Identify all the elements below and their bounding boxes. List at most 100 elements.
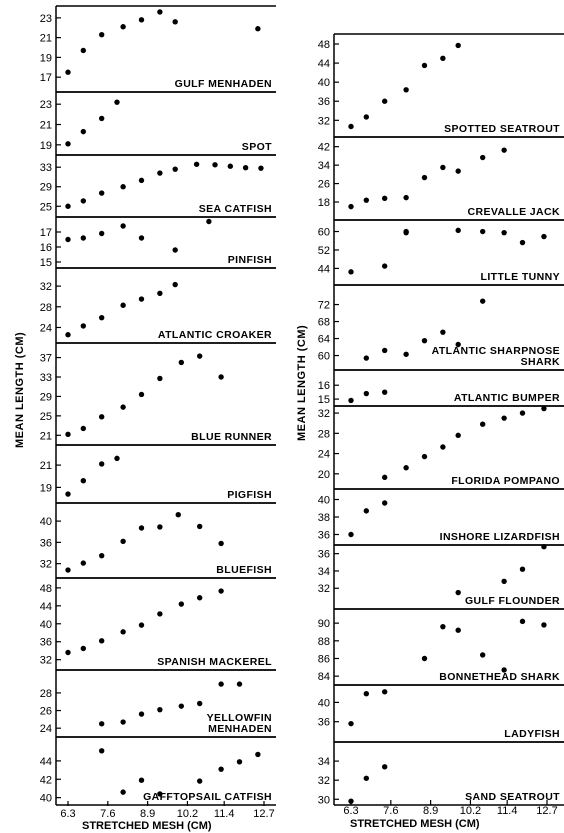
data-point: [348, 397, 354, 404]
data-point: [381, 98, 388, 104]
data-point: [541, 544, 547, 550]
y-tick-label: 16: [318, 380, 330, 392]
data-point: [403, 194, 409, 201]
data-point: [348, 123, 354, 130]
panel-title: SHARK: [521, 356, 560, 368]
y-tick-label: 21: [40, 460, 52, 472]
data-point: [114, 99, 120, 105]
data-point: [227, 163, 234, 169]
x-tick-label: 12.7: [253, 808, 274, 820]
data-point: [196, 353, 203, 359]
panel-gulf-flounder: 32 34 36 GULF FLOUNDER: [318, 544, 564, 610]
data-point: [120, 789, 126, 795]
data-point: [98, 414, 105, 420]
y-tick-label: 24: [40, 723, 52, 735]
y-tick-label: 24: [318, 449, 330, 461]
panel-title: PIGFISH: [227, 489, 272, 501]
panel-title: FLORIDA POMPANO: [451, 475, 560, 487]
y-tick-label: 68: [318, 317, 330, 329]
data-point: [363, 690, 370, 697]
data-point: [363, 114, 370, 120]
data-point: [65, 236, 71, 243]
data-point: [98, 314, 105, 321]
data-point: [519, 566, 526, 572]
panel-title: GULF FLOUNDER: [465, 595, 560, 607]
data-point: [157, 290, 163, 297]
panel-sand-seatrout: 30 32 34 SAND SEATROUT: [318, 741, 564, 806]
data-point: [541, 622, 547, 628]
y-tick-label: 18: [318, 197, 330, 209]
data-point: [157, 524, 163, 530]
y-tick-label: 33: [40, 162, 52, 174]
data-point: [218, 374, 224, 380]
data-point: [138, 525, 145, 531]
data-point: [440, 329, 446, 335]
data-point: [348, 798, 354, 804]
data-point: [212, 162, 218, 168]
y-tick-label: 32: [318, 583, 330, 595]
data-point: [120, 719, 126, 725]
panel-title: BLUE RUNNER: [191, 431, 272, 443]
data-point: [218, 681, 224, 687]
panel-title: BONNETHEAD SHARK: [439, 671, 560, 683]
x-tick-label: 7.6: [383, 805, 398, 817]
y-tick-label: 72: [318, 300, 330, 312]
data-point: [236, 681, 243, 687]
y-tick-label: 44: [40, 756, 52, 768]
data-point: [479, 154, 486, 161]
data-point: [236, 759, 243, 765]
data-point: [455, 42, 461, 49]
data-point: [455, 341, 461, 348]
data-point: [172, 247, 178, 253]
y-tick-label: 19: [40, 140, 52, 152]
y-tick-label: 86: [318, 653, 330, 665]
right-x-axis-label: STRETCHED MESH (CM): [350, 818, 480, 830]
data-point: [80, 47, 87, 54]
data-point: [138, 711, 145, 717]
data-point: [501, 229, 507, 236]
panel-title: GAFFTOPSAIL CATFISH: [143, 791, 272, 803]
data-point: [403, 351, 409, 357]
data-point: [479, 421, 486, 427]
panel-pinfish: 15 16 17 PINFISH: [40, 216, 276, 269]
data-point: [98, 638, 105, 644]
y-tick-label: 32: [40, 559, 52, 571]
y-tick-label: 48: [318, 39, 330, 51]
panel-title: SEA CATFISH: [199, 203, 272, 215]
data-point: [519, 410, 526, 416]
data-point: [348, 720, 354, 727]
data-point: [421, 62, 428, 69]
y-tick-label: 36: [40, 537, 52, 549]
data-point: [138, 177, 145, 184]
data-point: [138, 296, 145, 302]
y-tick-label: 15: [40, 257, 52, 269]
data-point: [65, 491, 71, 497]
y-tick-label: 36: [318, 96, 330, 108]
y-tick-label: 44: [318, 263, 330, 275]
data-point: [541, 405, 547, 412]
y-tick-label: 21: [40, 120, 52, 132]
data-point: [172, 281, 178, 288]
panel-title: SPOTTED SEATROUT: [444, 123, 560, 135]
y-tick-label: 28: [40, 688, 52, 700]
panel-atlantic-croaker: 24 28 32 ATLANTIC CROAKER: [40, 267, 276, 344]
data-point: [348, 531, 354, 538]
data-point: [218, 766, 224, 772]
y-tick-label: 23: [40, 99, 52, 111]
panel-gulf-menhaden: 17 19 21 23 GULF MENHADEN: [40, 5, 276, 93]
panel-title: LITTLE TUNNY: [481, 271, 560, 283]
data-point: [98, 461, 105, 467]
data-point: [98, 115, 105, 122]
panel-title: LADYFISH: [504, 728, 560, 740]
y-tick-label: 19: [40, 52, 52, 64]
y-tick-label: 21: [40, 33, 52, 45]
data-point: [348, 203, 354, 210]
y-tick-label: 34: [318, 756, 330, 768]
data-point: [381, 263, 388, 269]
data-point: [138, 235, 145, 241]
y-tick-label: 90: [318, 618, 330, 630]
panel-title: YELLOWFIN: [207, 712, 272, 724]
